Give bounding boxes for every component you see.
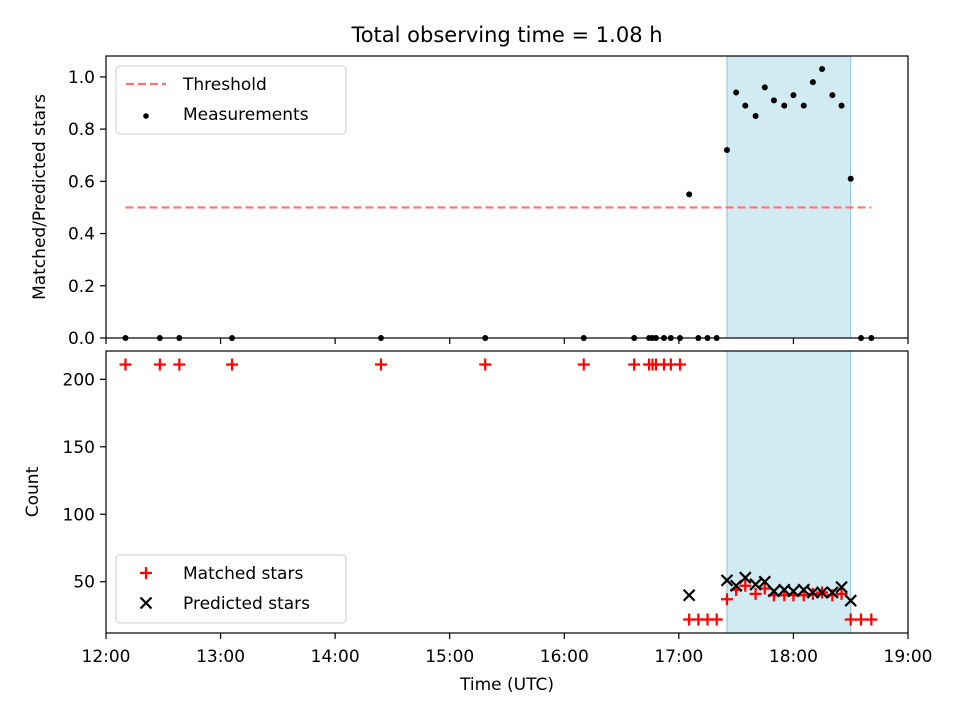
y-tick-label: 1.0 <box>68 68 95 88</box>
y-tick-label: 0.6 <box>68 172 95 192</box>
y-tick-label: 50 <box>73 573 95 593</box>
legend-label: Matched stars <box>183 564 303 584</box>
measurements-point <box>781 102 788 109</box>
matched-stars-point <box>374 358 387 371</box>
measurements-point <box>723 147 730 153</box>
predicted-stars-point <box>844 594 857 607</box>
measurements-point <box>838 102 845 109</box>
predicted-stars-point <box>815 586 829 599</box>
measurements-point <box>733 89 740 96</box>
chart-title: Total observing time = 1.08 h <box>350 23 662 47</box>
x-tick-label: 19:00 <box>884 647 933 667</box>
y-tick-label: 200 <box>63 370 95 390</box>
measurements-point <box>809 79 816 86</box>
measurements-point <box>761 84 768 91</box>
measurements-point <box>686 191 693 198</box>
legend-box <box>115 554 347 624</box>
matched-stars-point <box>835 587 848 600</box>
predicted-stars-point <box>739 571 752 584</box>
measurements-point <box>847 175 854 182</box>
y-axis-label: Count <box>23 466 43 517</box>
predicted-stars-point <box>682 588 696 602</box>
matched-stars-point <box>226 358 239 371</box>
predicted-stars-point <box>758 575 772 589</box>
matched-stars-point <box>628 358 641 371</box>
x-tick-label: 14:00 <box>311 647 360 667</box>
predicted-stars-point <box>787 584 800 598</box>
count-panel: 12:00 13:00 14:00 15:00 16:00 17:00 18:00 19:00… <box>23 350 933 667</box>
matched-stars-point <box>479 358 492 371</box>
y-tick-label: 0.4 <box>68 225 95 245</box>
predicted-stars-point <box>835 580 848 594</box>
matched-stars-point <box>844 613 857 626</box>
x-tick-label: 15:00 <box>425 647 474 667</box>
matched-stars-point <box>119 358 132 371</box>
legend-marker <box>143 113 149 119</box>
predicted-stars-point <box>797 583 811 597</box>
matched-stars-point <box>865 613 878 626</box>
measurements-point <box>790 92 797 99</box>
measurements-point <box>819 66 826 73</box>
legend-marker <box>140 567 152 579</box>
legend-box <box>115 65 347 135</box>
y-tick-label: 100 <box>63 505 95 525</box>
x-axis-label: Time (UTC) <box>459 675 554 695</box>
y-tick-label: 0.0 <box>68 329 95 349</box>
matched-stars-point <box>577 358 590 371</box>
y-tick-label: 150 <box>63 438 95 458</box>
x-tick-label: 17:00 <box>654 647 703 667</box>
x-tick-label: 16:00 <box>540 647 589 667</box>
matched-stars-point <box>153 358 166 371</box>
predicted-stars-point <box>826 586 839 599</box>
x-tick-label: 18:00 <box>769 647 818 667</box>
y-axis-label: Matched/Predicted stars <box>30 94 50 300</box>
predicted-stars-point <box>720 574 734 587</box>
legend-label: Predicted stars <box>183 594 310 614</box>
matched-stars-point <box>710 613 723 626</box>
x-tick-label: 13:00 <box>196 647 245 667</box>
y-tick-label: 0.2 <box>68 277 95 297</box>
measurements-point <box>800 102 807 109</box>
predicted-stars-point <box>749 578 762 591</box>
matched-stars-point <box>855 613 868 626</box>
measurements-point <box>742 102 749 109</box>
axes-frame <box>105 350 909 634</box>
legend-marker <box>139 596 153 610</box>
x-tick-label: 12:00 <box>82 647 131 667</box>
shaded-interval <box>726 55 852 339</box>
axes-frame <box>105 55 909 339</box>
predicted-stars-point <box>767 584 781 598</box>
legend-label: Measurements <box>183 105 309 125</box>
matched-stars-point <box>720 593 733 606</box>
matched-stars-point <box>749 587 762 600</box>
predicted-stars-point <box>806 586 820 599</box>
matched-stars-point <box>674 358 687 371</box>
measurements-point <box>752 113 759 120</box>
matched-stars-point <box>739 579 752 592</box>
matched-stars-point <box>173 358 186 371</box>
ratio-panel: 0.0 0.2 0.4 0.6 0.8 1.0 Matched/Predicted star… <box>30 55 909 349</box>
legend-label: Threshold <box>182 75 267 95</box>
measurements-point <box>829 92 836 99</box>
y-tick-label: 0.8 <box>68 120 95 140</box>
measurements-point <box>770 97 777 104</box>
